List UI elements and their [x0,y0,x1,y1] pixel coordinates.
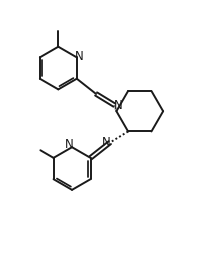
Text: N: N [114,99,122,112]
Text: N: N [75,50,84,63]
Text: N: N [65,138,74,151]
Text: N: N [102,136,111,149]
